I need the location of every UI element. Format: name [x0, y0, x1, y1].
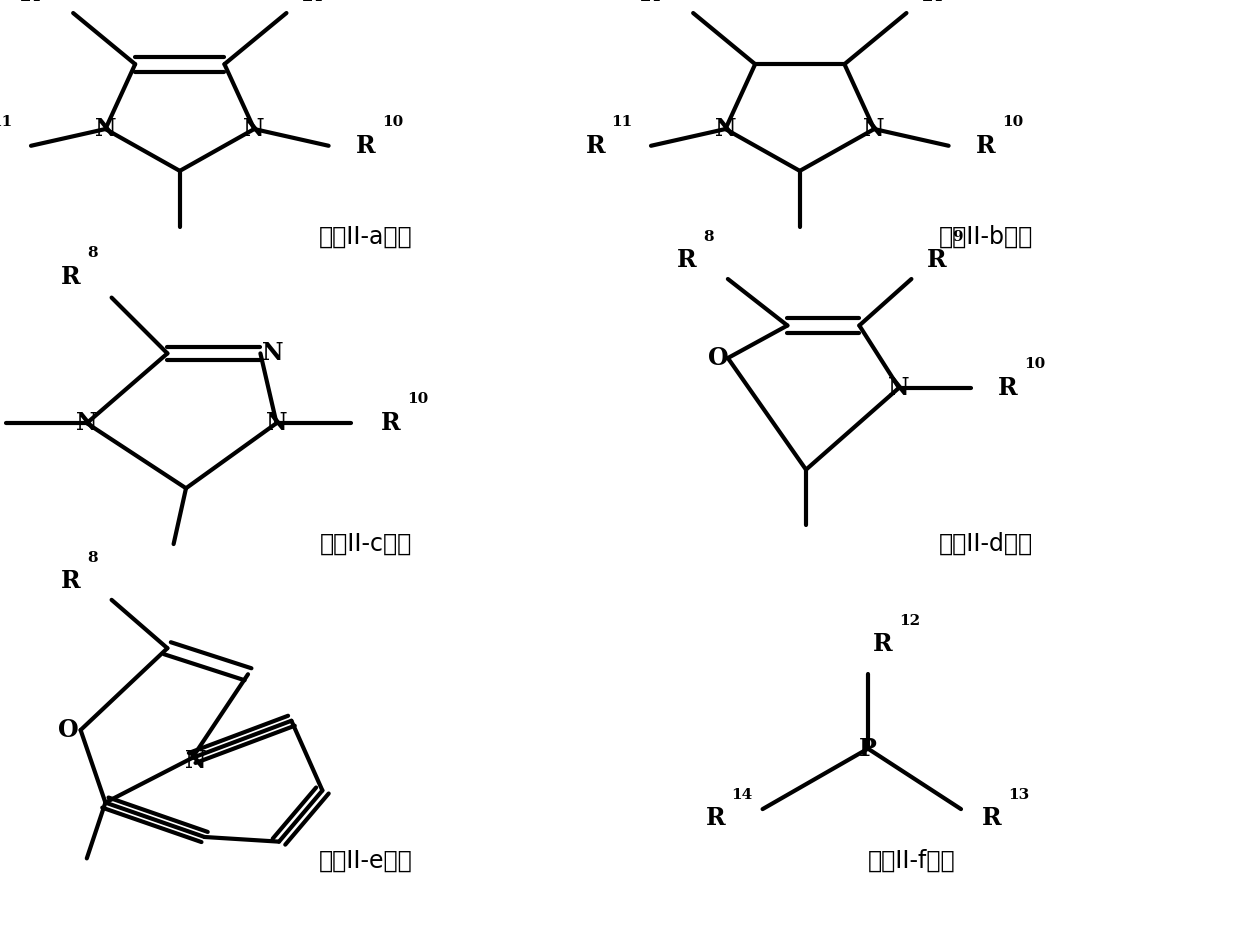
Text: 式（II-a）；: 式（II-a）；: [319, 225, 413, 249]
Text: R: R: [301, 0, 321, 7]
Text: 10: 10: [407, 392, 428, 406]
Text: 式（II-e）；: 式（II-e）；: [319, 848, 413, 872]
Text: N: N: [265, 411, 288, 435]
Text: R: R: [61, 569, 81, 593]
Text: 8: 8: [87, 246, 98, 260]
Text: R: R: [61, 265, 81, 289]
Text: 10: 10: [1024, 357, 1045, 371]
Text: R: R: [982, 806, 1002, 830]
Text: R: R: [381, 411, 401, 435]
Text: R: R: [585, 134, 605, 158]
Text: 14: 14: [732, 788, 753, 802]
Text: N: N: [888, 376, 910, 400]
Text: R: R: [677, 248, 697, 272]
Text: 式（II-f）；: 式（II-f）；: [868, 848, 955, 872]
Text: 10: 10: [1002, 115, 1023, 129]
Text: 式（II-c）；: 式（II-c）；: [320, 532, 412, 556]
Text: R: R: [873, 632, 893, 657]
Text: 11: 11: [611, 115, 632, 129]
Text: N: N: [243, 117, 265, 141]
Text: O: O: [58, 718, 78, 742]
Text: N: N: [262, 341, 284, 365]
Text: 8: 8: [87, 551, 98, 565]
Text: N: N: [714, 117, 737, 141]
Text: 式（II-b）；: 式（II-b）；: [939, 225, 1033, 249]
Text: 10: 10: [382, 115, 403, 129]
Text: 12: 12: [899, 614, 920, 628]
Text: N: N: [76, 411, 98, 435]
Text: R: R: [356, 134, 376, 158]
Text: O: O: [708, 346, 728, 370]
Text: R: R: [926, 248, 946, 272]
Text: 11: 11: [0, 115, 12, 129]
Text: 9: 9: [952, 230, 963, 244]
Text: R: R: [976, 134, 996, 158]
Text: R: R: [20, 0, 40, 7]
Text: R: R: [998, 376, 1018, 400]
Text: P: P: [859, 737, 877, 761]
Text: N: N: [185, 749, 207, 773]
Text: 13: 13: [1008, 788, 1029, 802]
Text: N: N: [94, 117, 117, 141]
Text: R: R: [640, 0, 660, 7]
Text: N: N: [863, 117, 885, 141]
Text: 式（II-d）；: 式（II-d）；: [939, 532, 1033, 556]
Text: R: R: [921, 0, 941, 7]
Text: R: R: [706, 806, 725, 830]
Text: 8: 8: [703, 230, 714, 244]
